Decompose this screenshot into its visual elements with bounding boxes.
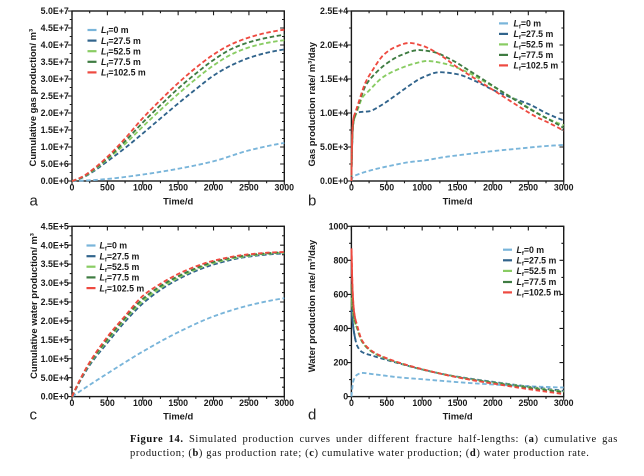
svg-text:2500: 2500 xyxy=(519,398,539,408)
svg-text:3000: 3000 xyxy=(554,398,574,408)
svg-text:1000: 1000 xyxy=(133,182,153,192)
svg-text:2.0E+5: 2.0E+5 xyxy=(41,316,69,326)
svg-text:1.5E+4: 1.5E+4 xyxy=(320,74,348,84)
svg-text:3000: 3000 xyxy=(275,398,295,408)
svg-text:Lf=102.5 m: Lf=102.5 m xyxy=(100,283,145,295)
svg-text:Lf=0 m: Lf=0 m xyxy=(100,241,128,253)
svg-text:Gas production rate/ m³/day: Gas production rate/ m³/day xyxy=(306,41,317,166)
svg-text:Lf=0 m: Lf=0 m xyxy=(101,25,129,37)
svg-text:600: 600 xyxy=(334,290,349,300)
svg-text:3000: 3000 xyxy=(554,182,574,192)
svg-text:2500: 2500 xyxy=(519,182,539,192)
svg-text:3.0E+5: 3.0E+5 xyxy=(41,278,69,288)
svg-text:Lf=52.5 m: Lf=52.5 m xyxy=(514,40,554,52)
svg-text:4.5E+5: 4.5E+5 xyxy=(41,221,69,231)
svg-text:Lf=102.5 m: Lf=102.5 m xyxy=(514,61,559,73)
svg-text:1500: 1500 xyxy=(448,182,468,192)
svg-text:Lf=77.5 m: Lf=77.5 m xyxy=(101,57,141,69)
svg-text:Lf=52.5 m: Lf=52.5 m xyxy=(100,262,140,274)
svg-text:a: a xyxy=(30,193,39,210)
svg-text:5.0E+3: 5.0E+3 xyxy=(320,142,348,152)
svg-text:3000: 3000 xyxy=(275,182,295,192)
svg-text:0: 0 xyxy=(343,392,348,402)
svg-text:2.5E+7: 2.5E+7 xyxy=(41,91,69,101)
svg-text:Water production rate/ m³/day: Water production rate/ m³/day xyxy=(306,239,317,372)
svg-text:2500: 2500 xyxy=(239,398,259,408)
svg-text:Lf=27.5 m: Lf=27.5 m xyxy=(101,36,141,48)
svg-text:Lf=52.5 m: Lf=52.5 m xyxy=(101,46,141,58)
svg-text:2.5E+4: 2.5E+4 xyxy=(320,6,348,16)
svg-text:Cumulative water production/ m: Cumulative water production/ m³ xyxy=(28,233,39,379)
svg-text:0.0E+0: 0.0E+0 xyxy=(320,176,348,186)
svg-text:0.0E+0: 0.0E+0 xyxy=(41,176,69,186)
svg-text:1000: 1000 xyxy=(412,182,432,192)
svg-text:Lf=102.5 m: Lf=102.5 m xyxy=(517,288,562,300)
svg-text:Time/d: Time/d xyxy=(163,411,193,422)
svg-text:Lf=102.5 m: Lf=102.5 m xyxy=(101,68,146,80)
svg-text:1500: 1500 xyxy=(448,398,468,408)
svg-text:c: c xyxy=(30,407,38,424)
svg-text:1.5E+5: 1.5E+5 xyxy=(41,335,69,345)
svg-text:2.0E+4: 2.0E+4 xyxy=(320,40,348,50)
svg-text:Lf=27.5 m: Lf=27.5 m xyxy=(514,29,554,41)
svg-text:2000: 2000 xyxy=(204,398,224,408)
svg-text:0: 0 xyxy=(349,398,354,408)
svg-text:1500: 1500 xyxy=(168,398,188,408)
svg-text:2000: 2000 xyxy=(483,182,503,192)
svg-text:b: b xyxy=(308,193,316,210)
svg-text:1.0E+5: 1.0E+5 xyxy=(41,354,69,364)
svg-text:Lf=77.5 m: Lf=77.5 m xyxy=(100,273,140,285)
svg-text:4.0E+5: 4.0E+5 xyxy=(41,240,69,250)
svg-text:2500: 2500 xyxy=(239,182,259,192)
svg-text:1.5E+7: 1.5E+7 xyxy=(41,125,69,135)
svg-text:5.0E+4: 5.0E+4 xyxy=(41,373,69,383)
svg-text:Lf=77.5 m: Lf=77.5 m xyxy=(514,50,554,62)
svg-text:500: 500 xyxy=(379,182,394,192)
svg-text:0: 0 xyxy=(70,182,75,192)
svg-text:Lf=27.5 m: Lf=27.5 m xyxy=(517,256,557,268)
svg-text:Time/d: Time/d xyxy=(163,196,193,207)
svg-text:Time/d: Time/d xyxy=(443,411,473,422)
svg-text:2000: 2000 xyxy=(204,182,224,192)
svg-text:5.0E+6: 5.0E+6 xyxy=(41,159,69,169)
svg-text:Lf=0 m: Lf=0 m xyxy=(517,245,545,257)
svg-text:800: 800 xyxy=(334,256,349,266)
svg-text:2.5E+5: 2.5E+5 xyxy=(41,297,69,307)
svg-text:3.0E+7: 3.0E+7 xyxy=(41,74,69,84)
svg-text:1000: 1000 xyxy=(412,398,432,408)
svg-text:3.5E+5: 3.5E+5 xyxy=(41,259,69,269)
svg-text:1.0E+7: 1.0E+7 xyxy=(41,142,69,152)
svg-text:Lf=77.5 m: Lf=77.5 m xyxy=(517,277,557,289)
svg-text:Lf=27.5 m: Lf=27.5 m xyxy=(100,251,140,263)
svg-text:1.0E+4: 1.0E+4 xyxy=(320,108,348,118)
svg-text:200: 200 xyxy=(334,358,349,368)
svg-text:Cumulative gas production/ m³: Cumulative gas production/ m³ xyxy=(27,29,38,167)
svg-text:500: 500 xyxy=(379,398,394,408)
svg-text:4.5E+7: 4.5E+7 xyxy=(41,23,69,33)
svg-text:500: 500 xyxy=(100,182,115,192)
svg-text:400: 400 xyxy=(334,324,349,334)
svg-text:2000: 2000 xyxy=(483,398,503,408)
svg-text:0.0E+0: 0.0E+0 xyxy=(41,392,69,402)
svg-text:Time/d: Time/d xyxy=(443,196,473,207)
svg-text:1500: 1500 xyxy=(168,182,188,192)
svg-text:500: 500 xyxy=(100,398,115,408)
svg-text:Lf=52.5 m: Lf=52.5 m xyxy=(517,266,557,278)
svg-text:0: 0 xyxy=(70,398,75,408)
svg-text:4.0E+7: 4.0E+7 xyxy=(41,40,69,50)
svg-text:5.0E+7: 5.0E+7 xyxy=(41,6,69,16)
svg-text:d: d xyxy=(308,407,316,424)
svg-text:2.0E+7: 2.0E+7 xyxy=(41,108,69,118)
svg-text:3.5E+7: 3.5E+7 xyxy=(41,57,69,67)
svg-text:1000: 1000 xyxy=(329,221,349,231)
svg-text:1000: 1000 xyxy=(133,398,153,408)
svg-text:0: 0 xyxy=(349,182,354,192)
svg-text:Lf=0 m: Lf=0 m xyxy=(514,19,542,31)
